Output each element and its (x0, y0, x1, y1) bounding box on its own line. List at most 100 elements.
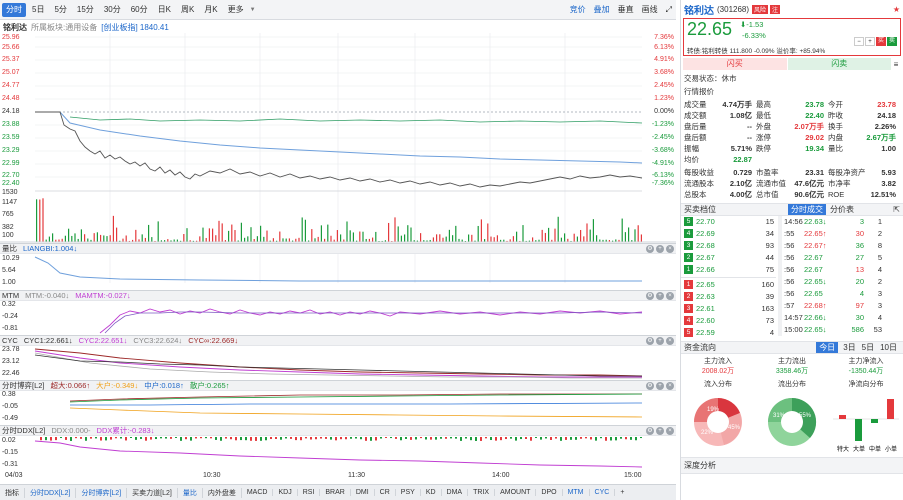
minus-icon[interactable]: − (854, 37, 864, 46)
plus-icon[interactable]: + (865, 37, 875, 46)
tab-kdj[interactable]: KDJ (273, 489, 298, 496)
panel-title[interactable]: 分时DDX[L2] (2, 426, 46, 435)
add-icon[interactable]: + (656, 427, 664, 435)
tab-dma[interactable]: DMA (442, 489, 469, 496)
tab-liangbi[interactable]: 量比 (178, 487, 203, 498)
add-icon[interactable]: + (656, 292, 664, 300)
tab-timeshare[interactable]: 分时 (2, 2, 26, 17)
add-icon[interactable]: + (656, 382, 664, 390)
panel-title[interactable]: 分时博弈[L2] (2, 381, 45, 390)
tab-weekly[interactable]: 周K (180, 4, 195, 14)
auction-button[interactable]: 竞价 (569, 5, 586, 14)
convertible-bond-line[interactable]: 转债:铭利转债 111.800 -0.09% 溢价率: +85.94% (687, 48, 826, 55)
close-icon[interactable]: × (666, 245, 674, 253)
index-label[interactable]: [创业板指] 1840.41 (101, 22, 169, 32)
ddx-axis: 0.02 -0.15 -0.31 (0, 436, 40, 472)
ddx-bar (185, 437, 187, 440)
orderbook-level[interactable]: 1 22.66 75 (681, 264, 776, 276)
ddx-bar (50, 437, 52, 441)
flash-sell-button[interactable]: 闪卖 (787, 58, 891, 70)
tick-cell: :55 (784, 229, 795, 238)
tab-indicator[interactable]: 指标 (0, 487, 25, 498)
tab-ddx[interactable]: 分时DDX[L2] (25, 487, 77, 498)
settings-icon[interactable]: ≡ (893, 59, 899, 69)
tab-psy[interactable]: PSY (396, 489, 421, 496)
tab-tick-trades[interactable]: 分时成交 (788, 204, 826, 215)
orderbook-level[interactable]: 5 22.70 15 (681, 216, 776, 228)
tab-today[interactable]: 今日 (816, 342, 839, 353)
tab-kd[interactable]: KD (421, 489, 442, 496)
tab-rsi[interactable]: RSI (298, 489, 321, 496)
volume-tick: 765 (2, 211, 14, 218)
tab-15min[interactable]: 15分 (76, 4, 94, 14)
orderbook-level[interactable]: 4 22.69 34 (681, 228, 776, 240)
add-icon[interactable]: + (656, 245, 664, 253)
tab-cr[interactable]: CR (375, 489, 396, 496)
panel-title[interactable]: 量比 (2, 244, 17, 253)
tab-fsbo[interactable]: 分时博弈[L2] (76, 487, 128, 498)
settings-icon[interactable]: ⚙ (646, 427, 654, 435)
tab-5day[interactable]: 5日 (32, 4, 45, 14)
tab-amount[interactable]: AMOUNT (495, 489, 537, 496)
tab-30min[interactable]: 30分 (103, 4, 121, 14)
settings-icon[interactable]: ⚙ (646, 292, 654, 300)
orderbook-level[interactable]: 1 22.65 160 (681, 279, 776, 291)
bar-label: 中单 (869, 445, 881, 453)
tab-more[interactable]: 更多 (227, 4, 244, 14)
star-icon[interactable]: ★ (892, 5, 900, 14)
tab-mtm[interactable]: MTM (563, 489, 590, 496)
sell-icon[interactable]: 卖 (887, 37, 897, 46)
tab-trix[interactable]: TRIX (468, 489, 496, 496)
quote-stock-name[interactable]: 铭利达 (684, 6, 714, 17)
draw-line-button[interactable]: 画线 (641, 5, 658, 14)
add-indicator-icon[interactable]: + (620, 489, 625, 496)
ddx-bar (215, 437, 217, 440)
tab-macd[interactable]: MACD (242, 489, 274, 496)
intraday-chart[interactable] (0, 33, 676, 484)
orderbook-level[interactable]: 4 22.60 73 (681, 315, 776, 327)
close-icon[interactable]: × (666, 292, 674, 300)
overlay-button[interactable]: 叠加 (593, 5, 610, 14)
expand-icon[interactable]: ⇱ (893, 205, 900, 214)
tab-price-table[interactable]: 分价表 (830, 205, 854, 214)
tab-10day[interactable]: 10日 (880, 343, 897, 352)
tab-dmi[interactable]: DMI (351, 489, 375, 496)
panel-title[interactable]: MTM (2, 291, 20, 300)
add-icon[interactable]: + (656, 337, 664, 345)
close-icon[interactable]: × (666, 382, 674, 390)
change-pct: -6.33% (742, 31, 766, 40)
tab-dpo[interactable]: DPO (536, 489, 563, 496)
stat-label: 成交额 (684, 111, 707, 120)
tab-5day[interactable]: 5日 (861, 343, 875, 352)
buy-icon[interactable]: 买 (876, 37, 886, 46)
orderbook-level[interactable]: 3 22.61 163 (681, 303, 776, 315)
stat-label: 昨收 (828, 111, 843, 120)
orderbook-level[interactable]: 3 22.68 93 (681, 240, 776, 252)
close-icon[interactable]: × (666, 337, 674, 345)
close-icon[interactable]: × (666, 427, 674, 435)
ddx-bar (310, 437, 312, 440)
tab-daily[interactable]: 日K (157, 4, 171, 14)
settings-icon[interactable]: ⚙ (646, 337, 654, 345)
settings-icon[interactable]: ⚙ (646, 245, 654, 253)
tab-5min[interactable]: 5分 (54, 4, 67, 14)
tab-inout-diff[interactable]: 内外盘差 (203, 487, 242, 498)
tab-cyc[interactable]: CYC (590, 489, 616, 496)
orderbook-level[interactable]: 2 22.63 39 (681, 291, 776, 303)
tab-brar[interactable]: BRAR (320, 489, 351, 496)
vertical-button[interactable]: 垂直 (617, 5, 634, 14)
cyc-inf-value: CYC∞:22.669↓ (188, 336, 239, 345)
settings-icon[interactable]: ⚙ (646, 382, 654, 390)
flash-buy-button[interactable]: 闪买 (683, 58, 787, 70)
orderbook-level[interactable]: 5 22.59 4 (681, 327, 776, 339)
tab-monthly[interactable]: 月K (204, 4, 218, 14)
tab-60min[interactable]: 60分 (130, 4, 148, 14)
volume-bar (480, 219, 482, 242)
tab-3day[interactable]: 3日 (843, 343, 856, 352)
orderbook-level[interactable]: 2 22.67 44 (681, 252, 776, 264)
tab-buy-sell-force[interactable]: 买卖力道[L2] (127, 487, 178, 498)
maximize-icon[interactable]: ⤢ (665, 4, 672, 14)
panel-title[interactable]: CYC (2, 336, 18, 345)
depth-analysis-title[interactable]: 深度分析 (681, 457, 903, 474)
volume-bar (109, 235, 111, 242)
